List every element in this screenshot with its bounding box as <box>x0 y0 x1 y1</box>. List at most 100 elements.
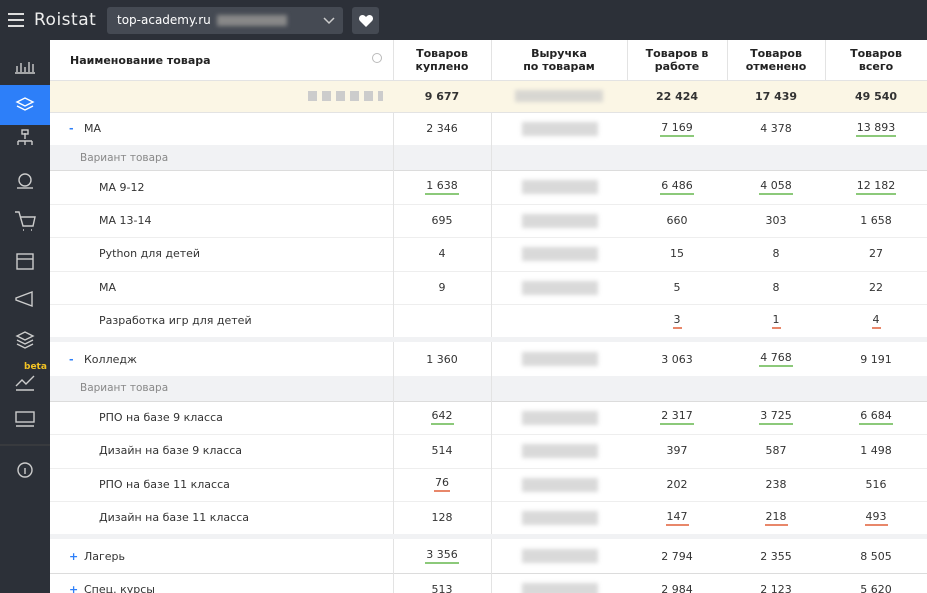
value[interactable]: 3 <box>672 313 682 329</box>
value[interactable]: 4 <box>871 313 881 329</box>
column-divider <box>393 40 394 80</box>
row-border <box>50 80 927 81</box>
column-header[interactable]: Товаров всего <box>850 47 902 73</box>
column-header[interactable]: Товаров отменено <box>745 47 807 73</box>
value[interactable]: 1 638 <box>425 179 459 196</box>
toolbar-icons[interactable] <box>308 91 383 101</box>
cell: 514 <box>393 434 491 467</box>
cell <box>393 304 491 337</box>
column-divider <box>491 203 492 238</box>
column-divider <box>491 400 492 435</box>
value[interactable]: 7 169 <box>660 121 694 137</box>
product-name[interactable]: РПО на базе 9 класса <box>99 410 223 424</box>
value: 8 <box>772 280 780 294</box>
column-divider <box>491 539 492 573</box>
value: 2 984 <box>661 582 693 593</box>
product-name[interactable]: Разработка игр для детей <box>99 314 252 328</box>
product-name[interactable]: МА <box>84 122 102 136</box>
toggle[interactable]: + <box>69 582 79 593</box>
cell: 2 346 <box>393 112 491 145</box>
cell: 15 <box>627 237 727 270</box>
column-divider <box>393 400 394 435</box>
value: 2 346 <box>426 122 458 136</box>
beta-badge: beta <box>24 362 47 372</box>
row-gap <box>50 534 927 540</box>
active-item[interactable] <box>0 85 50 125</box>
cell: 9 <box>393 271 491 304</box>
value[interactable]: 76 <box>434 476 450 493</box>
value[interactable]: 3 725 <box>759 409 793 426</box>
total-value: 22 424 <box>655 89 699 103</box>
total-value: 49 540 <box>854 89 898 103</box>
cell: 4 058 <box>727 170 825 203</box>
column-header[interactable]: Товаров куплено <box>415 47 469 73</box>
column-divider <box>825 40 826 80</box>
value: 587 <box>765 444 787 458</box>
value: 27 <box>869 247 883 261</box>
column-divider <box>393 434 394 468</box>
menu-icon[interactable] <box>8 12 26 28</box>
value: 15 <box>670 247 684 261</box>
product-name[interactable]: Дизайн на базе 11 класса <box>99 511 249 525</box>
column-divider <box>491 40 492 80</box>
cell: 4 378 <box>727 112 825 145</box>
product-name[interactable]: Лагерь <box>84 549 126 563</box>
value[interactable]: 147 <box>665 510 689 526</box>
value[interactable]: 493 <box>864 510 888 526</box>
value[interactable]: 4 768 <box>759 351 793 368</box>
search-icon[interactable] <box>372 53 382 63</box>
project-select[interactable]: top-academy.ru <box>107 7 343 34</box>
column-divider <box>393 572 394 593</box>
product-name[interactable]: МА 13-14 <box>99 213 152 227</box>
product-name[interactable]: МА 9-12 <box>99 180 145 194</box>
total-value: 9 677 <box>424 89 460 103</box>
blurred <box>522 247 598 262</box>
value[interactable]: 642 <box>430 409 454 426</box>
cell: 4 <box>825 304 927 337</box>
value[interactable]: 6 684 <box>859 409 893 426</box>
value[interactable]: 12 182 <box>855 179 897 196</box>
value[interactable]: 4 058 <box>759 179 793 196</box>
blurred <box>522 511 598 525</box>
variant-header <box>50 145 927 171</box>
product-name[interactable]: РПО на базе 11 класса <box>99 477 230 491</box>
column-header[interactable]: Товаров в работе <box>645 47 709 73</box>
cell: 6 684 <box>825 401 927 434</box>
value[interactable]: 1 <box>771 313 781 329</box>
logo[interactable]: Roistat <box>34 10 97 30</box>
health-button[interactable] <box>352 7 379 34</box>
cell: 1 638 <box>393 170 491 203</box>
column-header[interactable]: Наименование товара <box>70 53 211 67</box>
blurred <box>522 180 598 195</box>
column-divider <box>393 304 394 338</box>
cell: 516 <box>825 468 927 501</box>
toggle[interactable]: - <box>69 122 74 136</box>
product-name[interactable]: МА <box>99 280 117 294</box>
product-name[interactable]: Колледж <box>84 352 137 366</box>
chevron <box>323 17 335 25</box>
cell: 9 191 <box>825 342 927 375</box>
column-divider <box>393 342 394 376</box>
value[interactable]: 2 317 <box>660 409 694 426</box>
column-divider <box>491 304 492 338</box>
value: 5 <box>673 280 681 294</box>
value: 3 063 <box>661 352 693 366</box>
product-name[interactable]: Спец. курсы <box>84 582 155 593</box>
blurred <box>522 477 598 492</box>
column-header[interactable]: Выручка по товарам <box>523 47 595 73</box>
toggle[interactable]: + <box>69 549 79 563</box>
total-value: 17 439 <box>754 89 798 103</box>
row-border <box>50 501 927 502</box>
cell: 2 355 <box>727 539 825 572</box>
product-name[interactable]: Python для детей <box>99 247 201 261</box>
toggle[interactable]: - <box>69 352 74 366</box>
column-divider <box>393 112 394 146</box>
value[interactable]: 3 356 <box>425 548 459 565</box>
value[interactable]: 6 486 <box>660 179 694 196</box>
cell: 2 794 <box>627 539 727 572</box>
value[interactable]: 13 893 <box>855 121 897 137</box>
column-divider <box>491 270 492 304</box>
product-name[interactable]: Дизайн на базе 9 класса <box>99 444 242 458</box>
row-border <box>50 112 927 113</box>
value[interactable]: 218 <box>764 510 788 526</box>
